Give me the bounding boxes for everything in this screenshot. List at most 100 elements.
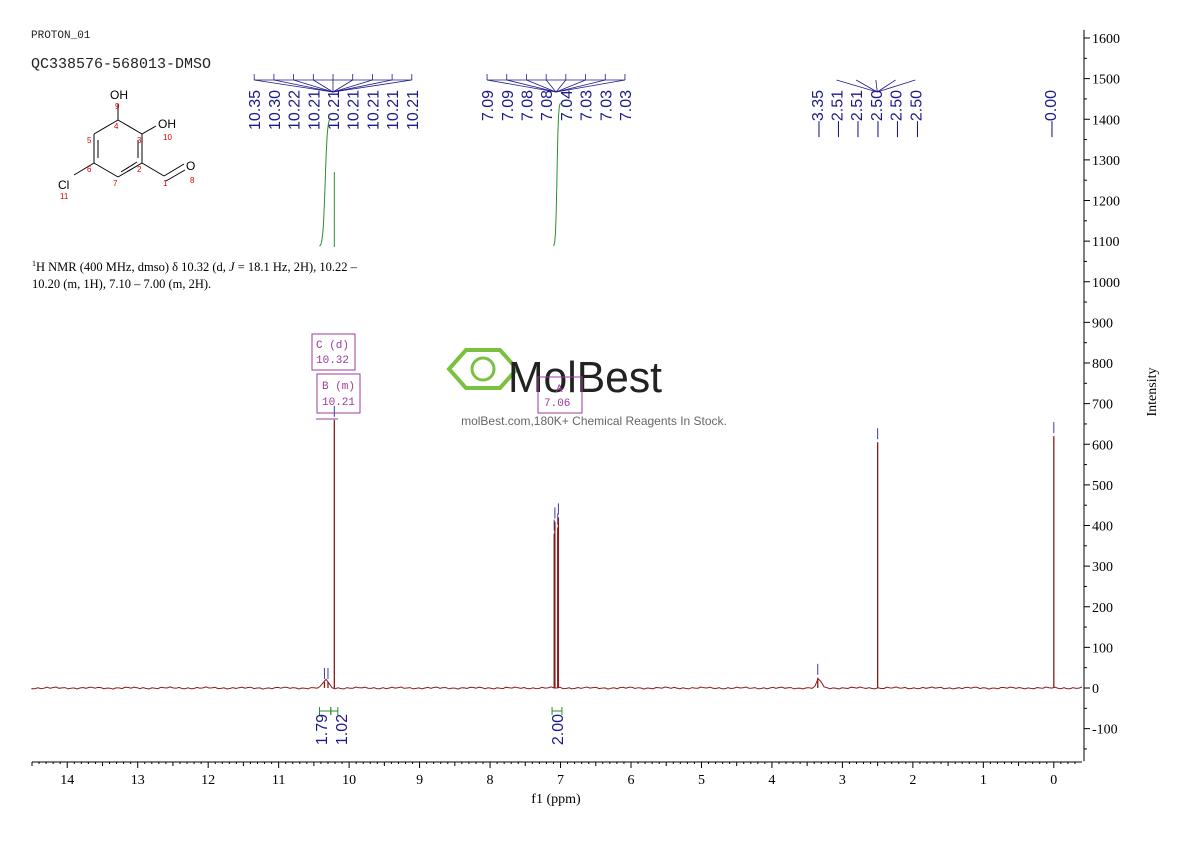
peak-label: 7.03 bbox=[618, 90, 635, 121]
atom-num-1: 1 bbox=[163, 179, 168, 188]
multiplet-a-box bbox=[537, 376, 583, 414]
y-tick-label: 100 bbox=[1092, 641, 1113, 656]
peak-leader bbox=[555, 79, 567, 93]
y-tick-label: 1000 bbox=[1092, 276, 1120, 291]
atom-cl: Cl bbox=[58, 178, 69, 192]
y-tick-label: 1200 bbox=[1092, 195, 1120, 210]
peak-label: —2.51 bbox=[849, 90, 866, 137]
y-tick-label: 1100 bbox=[1092, 235, 1119, 250]
peak-label: —2.51 bbox=[829, 90, 846, 137]
atom-num-10: 10 bbox=[163, 133, 172, 142]
nmr-summary: 1H NMR (400 MHz, dmso) δ 10.32 (d, J = 1… bbox=[32, 255, 412, 293]
x-tick-label: 7 bbox=[557, 773, 564, 788]
logo-tagline: molBest.com,180K+ Chemical Reagents In S… bbox=[461, 414, 727, 428]
atom-num-3: 3 bbox=[137, 136, 142, 145]
x-tick-label: 11 bbox=[272, 773, 285, 788]
y-tick-label: 1500 bbox=[1092, 73, 1120, 88]
multiplet-b-label: B (m) bbox=[322, 381, 355, 393]
chart-dynamic-layer: -100010020030040050060070080090010001100… bbox=[31, 29, 1120, 788]
peak-leader bbox=[332, 79, 353, 93]
peak-leader bbox=[877, 79, 896, 93]
multiplet-a-shift: 7.06 bbox=[544, 398, 570, 410]
peak-label: 10.21 bbox=[326, 90, 343, 130]
peak-leader bbox=[555, 79, 626, 93]
peak-label: 7.09 bbox=[480, 90, 497, 121]
peak-leader bbox=[526, 79, 557, 93]
integral-curve-1 bbox=[319, 117, 332, 247]
multiplet-a-label: A bbox=[556, 384, 563, 396]
atom-oh-top: OH bbox=[110, 88, 128, 102]
peak-label: 10.21 bbox=[346, 90, 363, 130]
multiplet-b-shift: 10.21 bbox=[322, 397, 355, 409]
multiplet-b-box bbox=[316, 373, 361, 414]
peak-leader bbox=[332, 79, 412, 93]
x-tick-label: 1 bbox=[980, 773, 987, 788]
peak-leader bbox=[555, 79, 606, 93]
peak-label: 10.21 bbox=[365, 90, 382, 130]
y-axis-label: Intensity bbox=[1145, 368, 1160, 417]
peak-leader bbox=[836, 79, 878, 93]
peak-label: 10.22 bbox=[287, 90, 304, 130]
atom-num-11: 11 bbox=[60, 192, 69, 201]
atom-num-8: 8 bbox=[190, 176, 195, 185]
experiment-label: PROTON_01 bbox=[31, 30, 91, 42]
x-tick-label: 9 bbox=[416, 773, 423, 788]
y-tick-label: 300 bbox=[1092, 560, 1113, 575]
peak-label: —2.50 bbox=[869, 90, 886, 137]
structure-labels: OH 9 4 OH 10 3 5 6 2 7 Cl 11 1 O 8 bbox=[58, 88, 195, 201]
y-tick-label: 1600 bbox=[1092, 32, 1120, 47]
spectrum-baseline bbox=[31, 677, 1083, 690]
x-axis-label: f1 (ppm) bbox=[531, 792, 581, 807]
multiplet-c-box bbox=[311, 333, 356, 371]
peak-leader bbox=[877, 79, 916, 93]
peak-leader bbox=[855, 79, 878, 93]
multiplet-c-shift: 10.32 bbox=[316, 355, 349, 367]
y-tick-label: 700 bbox=[1092, 398, 1113, 413]
nmr-coupling-symbol: J bbox=[229, 260, 235, 275]
peak-label: —0.00 bbox=[1043, 90, 1060, 137]
sample-id: QC338576-568013-DMSO bbox=[31, 56, 212, 73]
peak-label: —3.35 bbox=[810, 90, 827, 137]
multiplet-c-label: C (d) bbox=[316, 340, 349, 352]
peak-leader bbox=[506, 79, 557, 93]
peak-label: 10.21 bbox=[385, 90, 402, 130]
peak-label: 10.21 bbox=[306, 90, 323, 130]
x-tick-label: 4 bbox=[768, 773, 775, 788]
nmr-summary-line2: 10.20 (m, 1H), 7.10 – 7.00 (m, 2H). bbox=[32, 277, 212, 292]
molbest-logo: MolBest molBest.com,180K+ Chemical Reage… bbox=[446, 348, 727, 428]
peak-label: 7.03 bbox=[598, 90, 615, 121]
integral-curve-3 bbox=[553, 102, 561, 247]
peak-label: 7.08 bbox=[539, 90, 556, 121]
peak-label: 7.03 bbox=[579, 90, 596, 121]
logo-brand-text: MolBest bbox=[508, 353, 662, 402]
atom-oh-right: OH bbox=[158, 117, 176, 131]
y-tick-label: 800 bbox=[1092, 357, 1113, 372]
peak-leader bbox=[313, 79, 334, 93]
peak-label: 7.08 bbox=[519, 90, 536, 121]
nmr-summary-line1a: H NMR (400 MHz, dmso) δ 10.32 (d, bbox=[36, 260, 230, 275]
x-tick-label: 5 bbox=[698, 773, 705, 788]
y-tick-label: 500 bbox=[1092, 479, 1113, 494]
peak-label: 7.04 bbox=[559, 90, 576, 121]
x-tick-label: 3 bbox=[839, 773, 846, 788]
x-tick-label: 8 bbox=[487, 773, 494, 788]
peak-label: 10.30 bbox=[267, 90, 284, 130]
y-tick-label: 900 bbox=[1092, 316, 1113, 331]
peak-label: 7.09 bbox=[500, 90, 517, 121]
logo-ring-icon bbox=[470, 356, 496, 382]
peak-leader bbox=[332, 79, 393, 93]
peak-label: 10.21 bbox=[405, 90, 422, 130]
nmr-summary-line1b: = 18.1 Hz, 2H), 10.22 – bbox=[234, 260, 357, 275]
peak-label: 10.35 bbox=[247, 90, 264, 130]
x-tick-label: 2 bbox=[909, 773, 916, 788]
y-tick-label: 400 bbox=[1092, 520, 1113, 535]
peak-leader bbox=[273, 79, 334, 93]
atom-num-5: 5 bbox=[87, 136, 92, 145]
nmr-isotope-superscript: 1 bbox=[32, 259, 36, 268]
peak-leader bbox=[254, 79, 334, 93]
peak-leader bbox=[486, 79, 557, 93]
atom-num-9: 9 bbox=[115, 102, 120, 111]
peak-label: —2.50 bbox=[889, 90, 906, 137]
atom-o: O bbox=[186, 159, 195, 173]
